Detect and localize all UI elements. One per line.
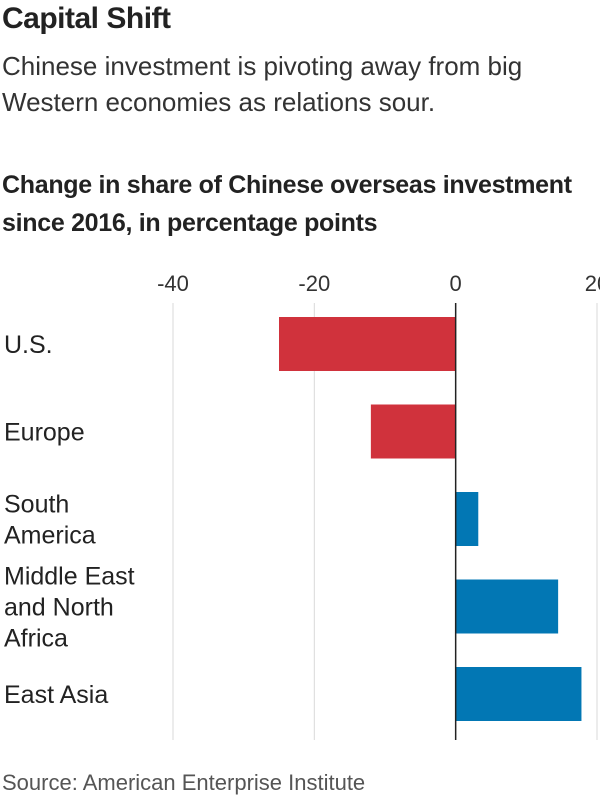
bar xyxy=(455,492,479,546)
category-label: Middle East and North Africa xyxy=(4,563,135,653)
category-label: U.S. xyxy=(4,331,53,359)
source-note: Source: American Enterprise Institute xyxy=(2,770,366,795)
x-tick-label: 20 xyxy=(585,271,600,296)
category-labels: U.S. Europe South America Middle East and Nor… xyxy=(4,331,135,709)
x-axis-ticks: -40 -20 0 20 xyxy=(157,271,600,296)
chart-heading: Change in share of Chinese overseas inve… xyxy=(2,171,572,237)
bar xyxy=(455,667,582,721)
category-label: Europe xyxy=(4,419,85,447)
category-label: East Asia xyxy=(4,681,108,709)
bars xyxy=(279,317,582,721)
chart-title: Capital Shift xyxy=(2,2,171,35)
category-label: South America xyxy=(4,491,96,550)
x-tick-label: -20 xyxy=(298,271,330,296)
chart-subtitle: Chinese investment is pivoting away from… xyxy=(2,51,523,117)
x-tick-label: -40 xyxy=(157,271,189,296)
bar xyxy=(279,317,456,371)
bar xyxy=(455,579,559,634)
gridlines xyxy=(172,303,598,740)
x-tick-label: 0 xyxy=(450,271,462,296)
bar xyxy=(370,404,456,459)
